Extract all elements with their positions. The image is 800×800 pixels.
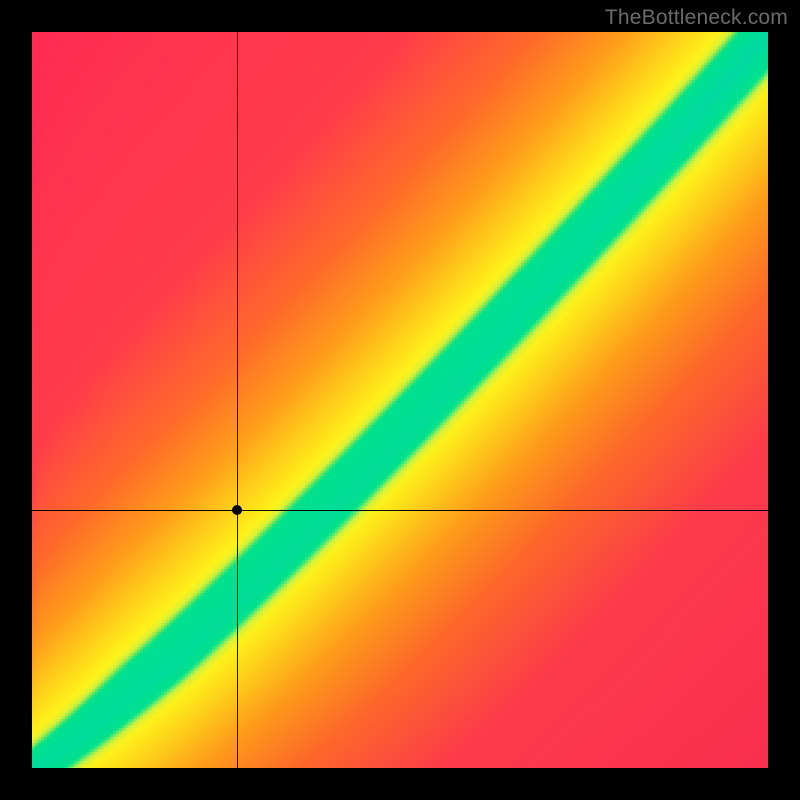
heatmap-canvas (32, 32, 768, 768)
watermark-label: TheBottleneck.com (605, 6, 788, 30)
chart-container: TheBottleneck.com (0, 0, 800, 800)
plot-area (32, 32, 768, 768)
